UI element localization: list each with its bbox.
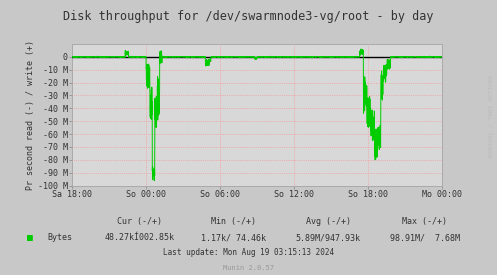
Y-axis label: Pr second read (-) / write (+): Pr second read (-) / write (+) [26,40,35,190]
Text: Last update: Mon Aug 19 03:15:13 2024: Last update: Mon Aug 19 03:15:13 2024 [163,248,334,257]
Text: 1.17k/ 74.46k: 1.17k/ 74.46k [201,233,266,242]
Text: Cur (-/+): Cur (-/+) [117,217,162,226]
Text: 48.27kÍ002.85k: 48.27kÍ002.85k [104,233,174,242]
Text: 5.89M/947.93k: 5.89M/947.93k [296,233,360,242]
Text: Avg (-/+): Avg (-/+) [306,217,350,226]
Text: Disk throughput for /dev/swarmnode3-vg/root - by day: Disk throughput for /dev/swarmnode3-vg/r… [63,10,434,23]
Text: RRDTOOL / TOBI OETIKER: RRDTOOL / TOBI OETIKER [488,74,493,157]
Text: 98.91M/  7.68M: 98.91M/ 7.68M [390,233,460,242]
Text: Munin 2.0.57: Munin 2.0.57 [223,265,274,271]
Text: Bytes: Bytes [47,233,72,242]
Text: ■: ■ [27,233,33,243]
Text: Max (-/+): Max (-/+) [403,217,447,226]
Text: Min (-/+): Min (-/+) [211,217,256,226]
